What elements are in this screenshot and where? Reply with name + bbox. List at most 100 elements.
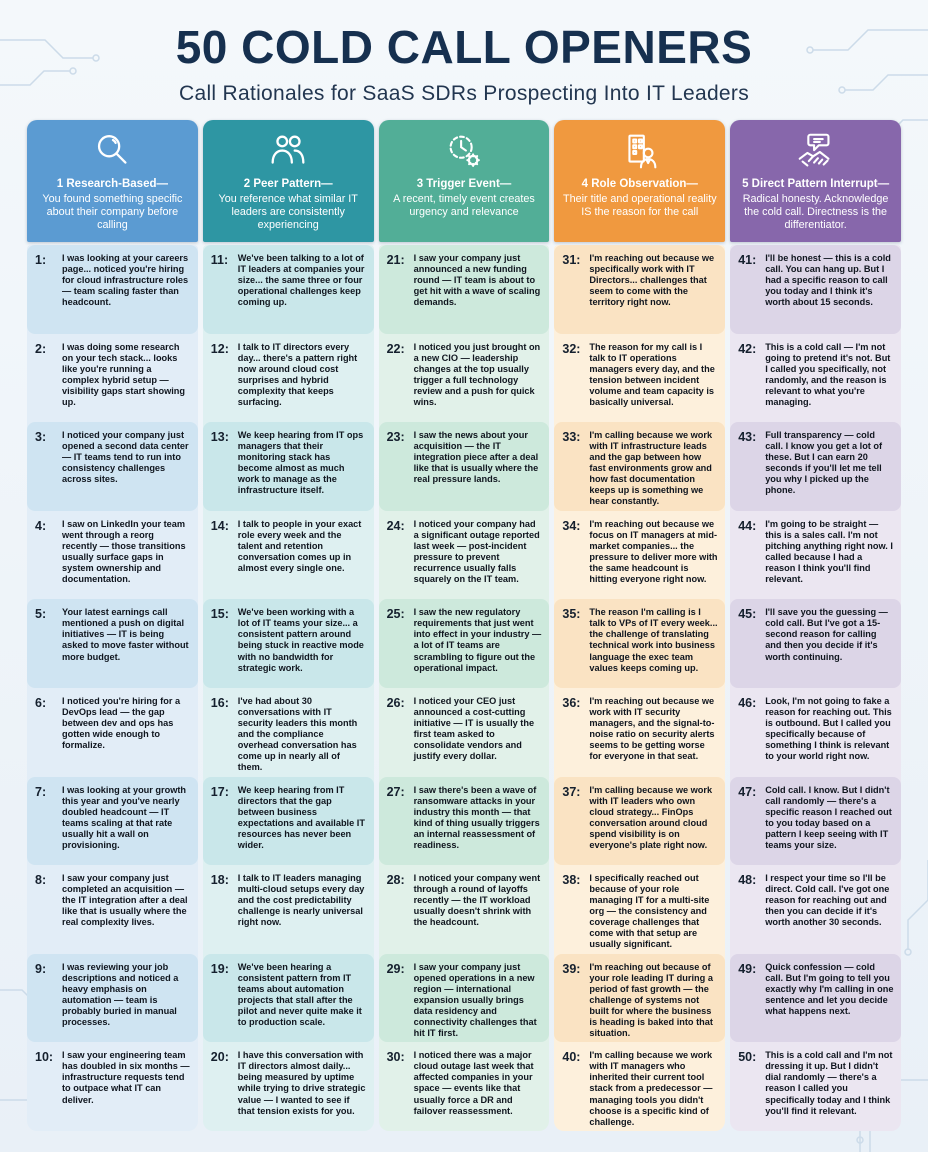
opener-number: 2: (35, 341, 47, 356)
opener-text: I talk to IT leaders managing multi-clou… (237, 873, 365, 928)
opener-number: 25: (386, 607, 405, 622)
opener-text: I'm calling because we work with IT lead… (589, 784, 713, 850)
opener-text: The reason I'm calling is I talk to VPs … (589, 607, 718, 673)
opener-item: 42: This is a cold call — I'm not going … (730, 334, 901, 423)
opener-text: I've had about 30 conversations with IT … (237, 695, 358, 773)
opener-item: 17: We keep hearing from IT directors th… (202, 776, 374, 866)
opener-number: 15: (210, 607, 229, 622)
opener-item: 45: I'll save you the guessing — cold ca… (730, 599, 901, 688)
opener-number: 39: (562, 961, 581, 976)
opener-number: 21: (386, 253, 405, 267)
opener-item: 5: Your latest earnings call mentioned a… (27, 599, 198, 688)
opener-text: I'm going to be straight — this is a sal… (765, 518, 893, 584)
opener-number: 32: (562, 341, 581, 356)
opener-number: 11: (210, 253, 229, 267)
opener-text: I talk to IT directors every day... ther… (237, 341, 358, 407)
opener-number: 50: (738, 1050, 757, 1065)
opener-item: 47: Cold call. I know. But I didn't call… (730, 776, 901, 866)
opener-text: I'll save you the guessing — cold call. … (765, 607, 888, 662)
opener-number: 12: (210, 341, 229, 356)
opener-text: I saw your company just announced a new … (413, 253, 541, 308)
opener-text: I saw the new regulatory requirements th… (413, 607, 542, 673)
opener-text: I talk to people in your exact role ever… (237, 518, 362, 573)
opener-item: 25: I saw the new regulatory requirement… (378, 599, 550, 688)
opener-number: 42: (738, 341, 757, 356)
opener-text: This is a cold call — I'm not going to p… (765, 341, 891, 407)
opener-text: I was looking at your careers page... no… (62, 253, 189, 308)
opener-item: 27: I saw there's been a wave of ransomw… (378, 776, 550, 866)
opener-number: 10: (35, 1050, 54, 1065)
opener-number: 43: (738, 430, 757, 445)
opener-number: 46: (738, 695, 757, 710)
opener-item: 3: I noticed your company just opened a … (27, 422, 198, 511)
opener-text: I respect your time so I'll be direct. C… (765, 873, 890, 928)
opener-text: I saw your engineering team has doubled … (62, 1050, 190, 1105)
opener-item: 24: I noticed your company had a signifi… (379, 511, 550, 600)
opener-number: 20: (210, 1050, 229, 1065)
opener-text: I saw on LinkedIn your team went through… (62, 518, 186, 584)
opener-number: 33: (562, 430, 581, 445)
category-items: 41: I'll be honest — this is a cold call… (730, 245, 901, 1131)
opener-item: 1: I was looking at your careers page...… (27, 245, 198, 334)
opener-text: I saw your company just opened operation… (413, 961, 537, 1038)
opener-text: We've been working with a lot of IT team… (237, 607, 364, 673)
opener-text: Quick confession — cold call. But I'm go… (765, 961, 894, 1016)
opener-number: 40: (562, 1050, 581, 1065)
category-title: 2 Peer Pattern— (243, 178, 333, 190)
opener-text: I was reviewing your job descriptions an… (62, 961, 179, 1027)
category-items: 1: I was looking at your careers page...… (27, 245, 198, 1131)
category-column-1: 1 Research-Based— You found something sp… (27, 120, 198, 1131)
opener-number: 3: (35, 430, 47, 445)
opener-number: 48: (738, 873, 757, 888)
opener-number: 24: (386, 518, 405, 533)
opener-text: The reason for my call is I talk to IT o… (589, 341, 715, 407)
opener-number: 29: (386, 961, 405, 976)
opener-text: Cold call. I know. But I didn't call ran… (765, 784, 892, 850)
opener-number: 18: (210, 873, 229, 888)
opener-item: 12: I talk to IT directors every day... … (203, 334, 374, 423)
category-items: 21: I saw your company just announced a … (378, 245, 550, 1131)
category-header: 1 Research-Based— You found something sp… (27, 120, 198, 242)
opener-number: 41: (738, 253, 757, 267)
opener-text: I'll be honest — this is a cold call. Yo… (765, 253, 891, 308)
category-description: Their title and operational reality IS t… (562, 192, 717, 218)
clock-gear-icon (441, 128, 487, 176)
opener-number: 4: (35, 518, 47, 533)
page-subtitle: Call Rationales for SaaS SDRs Prospectin… (179, 82, 749, 105)
opener-text: I'm calling because we work with IT infr… (589, 430, 713, 507)
opener-item: 29: I saw your company just opened opera… (378, 953, 550, 1043)
opener-text: We keep hearing from IT directors that t… (237, 784, 365, 850)
opener-text: I specifically reached out because of yo… (589, 873, 710, 950)
opener-number: 5: (35, 607, 47, 622)
opener-number: 37: (562, 784, 581, 799)
opener-text: This is a cold call and I'm not dressing… (765, 1050, 893, 1116)
opener-text: I'm reaching out because we specifically… (589, 253, 715, 308)
opener-number: 22: (386, 341, 405, 356)
opener-text: Look, I'm not going to fake a reason for… (765, 695, 892, 762)
category-header: 4 Role Observation— Their title and oper… (554, 120, 726, 242)
opener-item: 44: I'm going to be straight — this is a… (730, 511, 901, 600)
opener-text: I'm calling because we work with IT mana… (589, 1050, 713, 1127)
opener-text: I noticed your company had a significant… (413, 518, 540, 584)
handshake-icon (793, 128, 839, 176)
category-description: Radical honesty. Acknowledge the cold ca… (742, 192, 889, 232)
opener-item: 38: I specifically reached out because o… (554, 865, 725, 954)
opener-number: 7: (35, 784, 47, 799)
opener-item: 32: The reason for my call is I talk to … (554, 334, 725, 423)
opener-item: 14: I talk to people in your exact role … (203, 511, 374, 600)
opener-item: 43: Full transparency — cold call. I kno… (730, 422, 901, 511)
opener-number: 27: (386, 784, 405, 799)
opener-item: 31: I'm reaching out because we specific… (554, 245, 726, 334)
magnifier-icon (89, 128, 135, 176)
opener-item: 4: I saw on LinkedIn your team went thro… (27, 511, 198, 600)
opener-text: We've been talking to a lot of IT leader… (237, 253, 365, 308)
opener-item: 28: I noticed your company went through … (379, 865, 550, 954)
opener-text: I noticed your company went through a ro… (413, 873, 541, 928)
opener-number: 14: (210, 518, 229, 533)
category-items: 31: I'm reaching out because we specific… (554, 245, 726, 1131)
category-header: 3 Trigger Event— A recent, timely event … (378, 120, 550, 242)
opener-item: 21: I saw your company just announced a … (378, 245, 550, 334)
category-title: 5 Direct Pattern Interrupt— (742, 178, 890, 190)
opener-number: 36: (562, 695, 581, 710)
